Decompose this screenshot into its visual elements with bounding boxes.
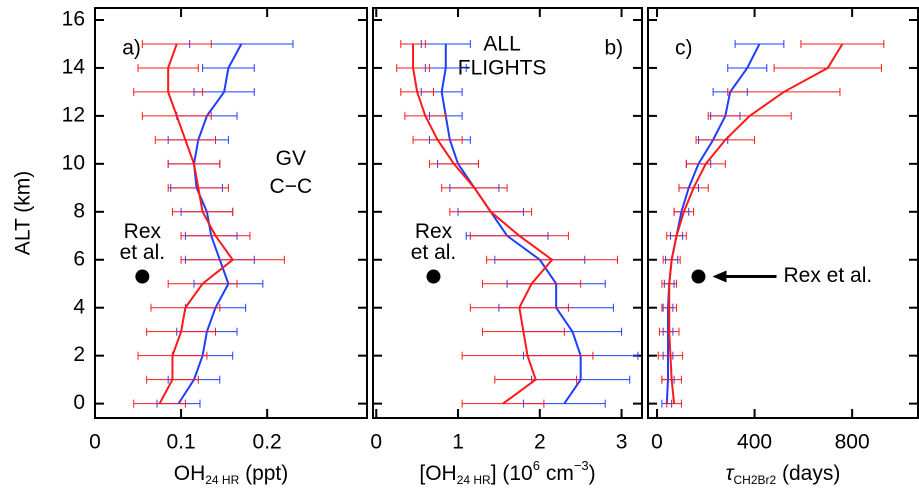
annotation-arrowhead: [712, 270, 727, 283]
y-tick-label: 0: [73, 391, 85, 414]
annotation-text: Rex: [415, 220, 453, 243]
series-line: [158, 43, 235, 405]
panel-frame: [372, 7, 643, 419]
x-axis-label-part: 6: [533, 458, 540, 473]
x-axis-label: OH24 HR (ppt): [174, 462, 289, 488]
x-axis-label-part: (days): [776, 462, 840, 485]
y-tick-label: 16: [62, 8, 85, 31]
series-line: [440, 43, 582, 405]
x-axis-label-part: ): [589, 462, 596, 485]
series-line: [668, 43, 844, 404]
reference-point: [691, 269, 706, 284]
panel-frame: [94, 7, 368, 419]
reference-point: [135, 269, 150, 284]
legend-entry: C−C: [270, 175, 313, 198]
x-tick-label: 0: [89, 431, 101, 454]
x-tick-label: 400: [737, 431, 772, 454]
y-tick-label: 14: [62, 55, 86, 78]
y-tick-label: 8: [73, 199, 85, 222]
x-axis-label-part: τ: [726, 462, 735, 485]
annotation-text: et al.: [411, 241, 457, 264]
x-tick-label: 1: [452, 431, 464, 454]
x-axis-label-part: CH2Br2: [733, 473, 776, 487]
legend-entry: GV: [276, 147, 306, 170]
panel-subtitle: ALL: [483, 32, 520, 55]
y-tick-label: 12: [62, 103, 85, 126]
panel-subtitle: FLIGHTS: [458, 56, 547, 79]
annotation-text: Rex et al.: [783, 264, 872, 287]
x-axis-label-part: (ppt): [239, 462, 288, 485]
x-axis-label: [OH24 HR] (106 cm−3): [419, 458, 595, 487]
x-tick-label: 0: [370, 431, 382, 454]
series-line: [412, 43, 554, 405]
y-tick-label: 10: [62, 151, 85, 174]
x-tick-label: 3: [616, 431, 628, 454]
series-line: [665, 43, 761, 404]
x-tick-label: 0.2: [253, 431, 282, 454]
y-tick-label: 4: [73, 295, 85, 318]
panel-label: b): [604, 37, 623, 60]
y-tick-label: 2: [73, 343, 85, 366]
x-axis-label-part: [OH: [419, 462, 456, 485]
x-axis-label-part: ] (10: [491, 462, 533, 485]
reference-point: [426, 269, 441, 284]
panel-label: c): [675, 37, 693, 60]
x-axis-label-part: OH: [174, 462, 206, 485]
x-axis-label-part: 24 HR: [457, 473, 491, 487]
x-axis-label: τCH2Br2 (days): [726, 462, 841, 488]
y-tick-label: 6: [73, 247, 85, 270]
x-tick-label: 800: [835, 431, 870, 454]
x-tick-label: 0: [651, 431, 663, 454]
panel-label: a): [122, 37, 141, 60]
x-axis-label-part: 24 HR: [205, 473, 239, 487]
x-tick-label: 0.1: [166, 431, 195, 454]
x-tick-label: 2: [534, 431, 546, 454]
x-axis-label-part: cm: [540, 462, 574, 485]
panel-frame: [647, 7, 919, 419]
annotation-text: et al.: [120, 241, 166, 264]
annotation-text: Rex: [124, 220, 162, 243]
y-axis-label: ALT (km): [12, 171, 35, 255]
x-axis-label-part: −3: [574, 458, 589, 473]
